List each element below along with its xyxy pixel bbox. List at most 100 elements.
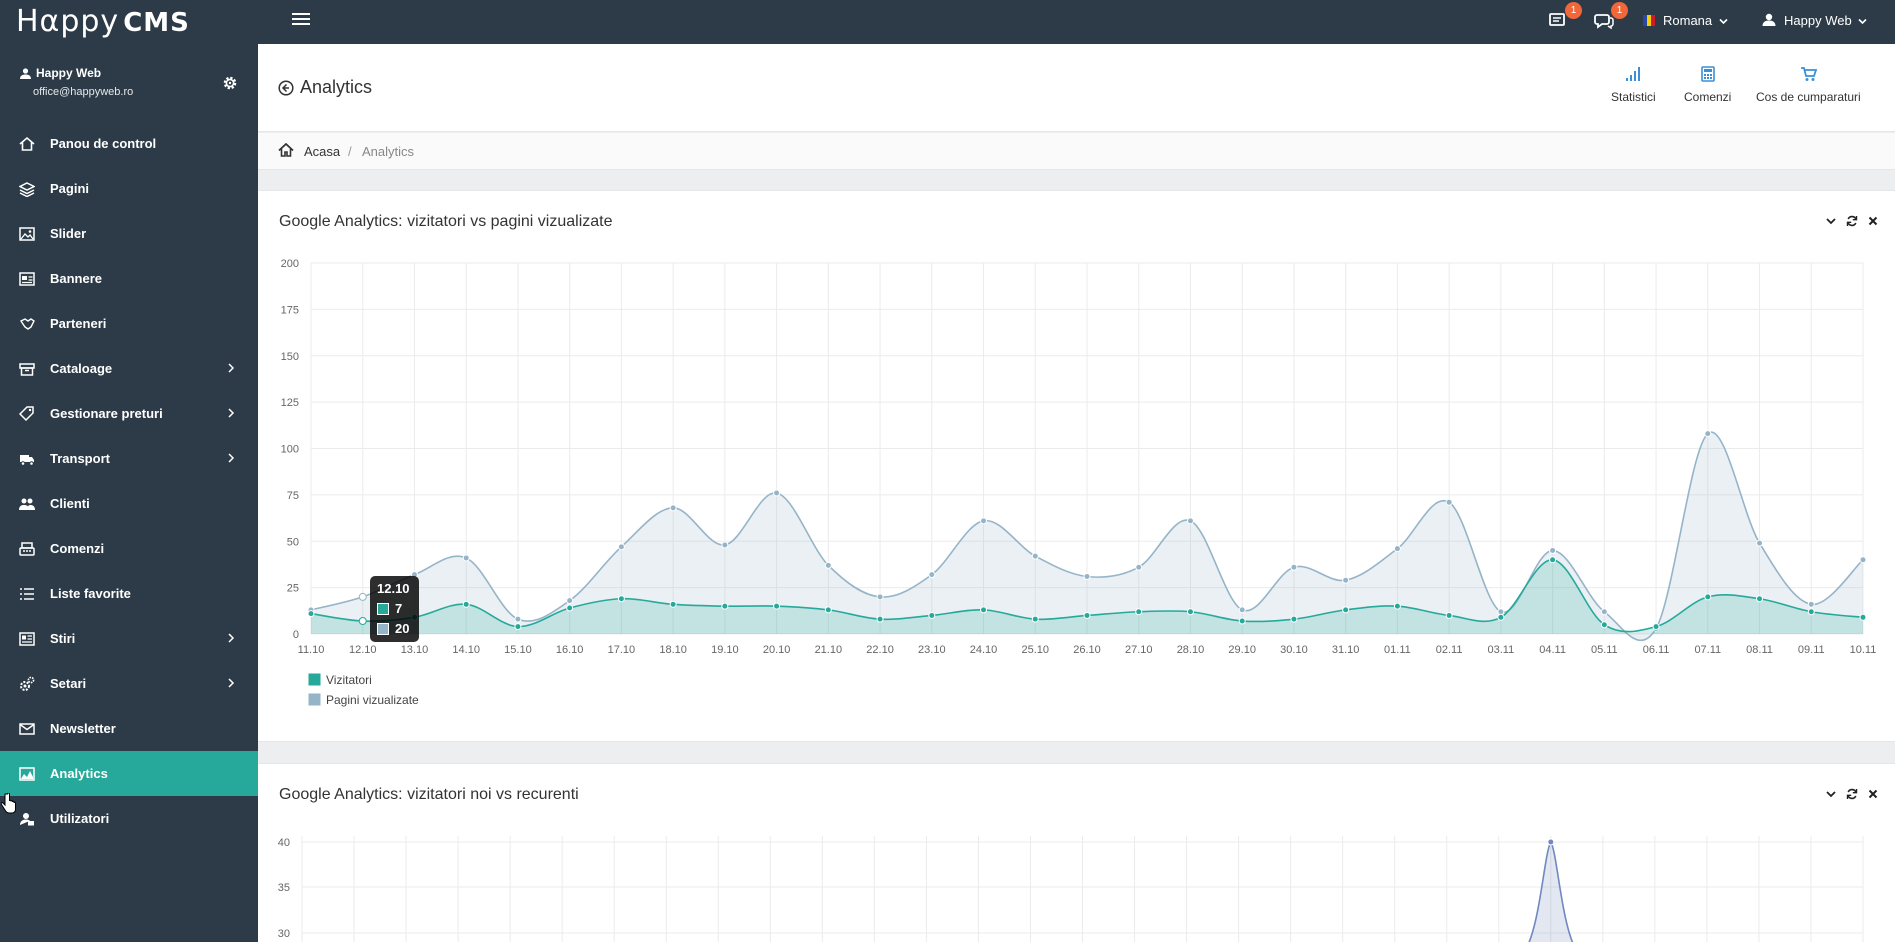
series-area — [311, 559, 1863, 634]
data-point — [1083, 611, 1091, 619]
y-tick-label: 200 — [281, 258, 299, 270]
visitors-pageviews-chart: 0 25 50 75 100 125 150 175 200 11.10 12.10 13.10 14.… — [281, 258, 1877, 707]
top-bar: Hαppy CMS 1 1 Romana Happy Web — [0, 0, 1895, 44]
collapse-button[interactable] — [1825, 788, 1837, 800]
truck-icon — [18, 451, 36, 467]
sidebar-item-stiri[interactable]: Stiri — [0, 616, 258, 661]
y-tick-label: 30 — [278, 928, 290, 940]
close-icon — [1868, 789, 1878, 799]
data-point — [1083, 572, 1091, 580]
tooltip-row-visitors: 7 — [377, 601, 402, 616]
back-button[interactable] — [278, 80, 294, 101]
x-tick-label: 06.11 — [1643, 644, 1670, 656]
chevron-right-icon — [228, 363, 235, 373]
data-point — [1393, 545, 1401, 553]
x-tick-label: 18.10 — [659, 644, 687, 656]
home-icon — [18, 136, 36, 152]
tooltip-value: 20 — [395, 621, 410, 636]
x-tick-label: 31.10 — [1332, 644, 1360, 656]
language-label: Romana — [1663, 13, 1713, 28]
x-tick-label: 28.10 — [1177, 644, 1205, 656]
breadcrumb: Acasa / Analytics — [258, 133, 1895, 170]
user-menu[interactable]: Happy Web — [1762, 13, 1867, 28]
sidebar-item-pagini[interactable]: Pagini — [0, 166, 258, 211]
sidebar-item-clienti[interactable]: Clienti — [0, 481, 258, 526]
sidebar-item-bannere[interactable]: Bannere — [0, 256, 258, 301]
quick-link-label: Statistici — [1611, 90, 1656, 104]
profile-settings-button[interactable] — [221, 74, 239, 97]
data-point — [1238, 617, 1246, 625]
panel-tools — [1825, 788, 1879, 800]
notifications-button[interactable]: 1 — [1548, 2, 1582, 32]
data-point — [1756, 595, 1764, 603]
sidebar-item-comenzi[interactable]: Comenzi — [0, 526, 258, 571]
chevron-down-icon — [1826, 218, 1836, 225]
sidebar-item-slider[interactable]: Slider — [0, 211, 258, 256]
data-point — [773, 602, 781, 610]
app-logo[interactable]: Hαppy CMS — [16, 4, 190, 39]
y-tick-label: 50 — [287, 536, 299, 548]
x-tick-label: 08.11 — [1746, 644, 1773, 656]
quick-link-cos-cumparaturi[interactable]: Cos de cumparaturi — [1756, 66, 1861, 104]
sidebar-item-cataloage[interactable]: Cataloage — [0, 346, 258, 391]
news-icon — [18, 631, 36, 647]
sidebar-item-parteneri[interactable]: Parteneri — [0, 301, 258, 346]
quick-link-comenzi[interactable]: Comenzi — [1684, 66, 1731, 104]
panel-tools — [1825, 215, 1879, 227]
data-point — [980, 517, 988, 525]
image-icon — [18, 226, 36, 242]
x-tick-label: 01.11 — [1384, 644, 1411, 656]
sidebar-item-liste-favorite[interactable]: Liste favorite — [0, 571, 258, 616]
data-point — [1186, 517, 1194, 525]
data-point — [721, 541, 729, 549]
breadcrumb-home-link[interactable]: Acasa — [304, 144, 341, 159]
quick-link-statistici[interactable]: Statistici — [1611, 66, 1656, 104]
close-icon — [1868, 216, 1878, 226]
x-tick-label: 15.10 — [504, 644, 532, 656]
x-tick-label: 20.10 — [763, 644, 791, 656]
sidebar-item-setari[interactable]: Setari — [0, 661, 258, 706]
y-tick-label: 100 — [281, 444, 299, 456]
x-tick-label: 05.11 — [1591, 644, 1618, 656]
data-point — [566, 604, 574, 612]
chevron-down-icon — [1719, 18, 1728, 25]
data-point — [1704, 430, 1712, 438]
data-point — [1031, 615, 1039, 623]
data-point — [928, 611, 936, 619]
menu-toggle-button[interactable] — [292, 13, 310, 29]
sidebar-item-label: Analytics — [50, 766, 108, 781]
data-point — [1756, 539, 1764, 547]
refresh-button[interactable] — [1846, 788, 1858, 800]
messages-button[interactable]: 1 — [1594, 2, 1628, 32]
sidebar-item-newsletter[interactable]: Newsletter — [0, 706, 258, 751]
sidebar-item-transport[interactable]: Transport — [0, 436, 258, 481]
user-icon — [20, 68, 31, 79]
chevron-right-icon — [228, 408, 235, 418]
y-tick-label: 75 — [287, 490, 299, 502]
sidebar-item-analytics[interactable]: Analytics — [0, 751, 258, 796]
panel-title: Google Analytics: vizitatori vs pagini v… — [279, 213, 613, 230]
sidebar-item-label: Setari — [50, 676, 87, 691]
tooltip-swatch — [377, 622, 389, 635]
home-icon[interactable] — [278, 143, 294, 157]
banner-icon — [18, 271, 36, 287]
chat-icon — [1594, 14, 1614, 30]
sidebar-item-utilizatori[interactable]: Utilizatori — [0, 796, 258, 841]
data-point — [1290, 563, 1298, 571]
refresh-icon — [1846, 215, 1858, 227]
close-button[interactable] — [1867, 215, 1879, 227]
data-point — [307, 610, 315, 618]
close-button[interactable] — [1867, 788, 1879, 800]
sidebar-item-gestionare-preturi[interactable]: Gestionare preturi — [0, 391, 258, 436]
data-point — [721, 602, 729, 610]
sidebar-item-panou-de-control[interactable]: Panou de control — [0, 121, 258, 166]
language-selector[interactable]: Romana — [1643, 13, 1728, 28]
collapse-button[interactable] — [1825, 215, 1837, 227]
sidebar-item-label: Pagini — [50, 181, 90, 196]
sidebar-item-label: Stiri — [50, 631, 76, 646]
x-tick-label: 29.10 — [1228, 644, 1256, 656]
chevron-down-icon — [1858, 18, 1867, 25]
refresh-button[interactable] — [1846, 215, 1858, 227]
sidebar-item-label: Clienti — [50, 496, 90, 511]
analytics-panel-visitors-pageviews: Google Analytics: vizitatori vs pagini v… — [258, 190, 1895, 742]
